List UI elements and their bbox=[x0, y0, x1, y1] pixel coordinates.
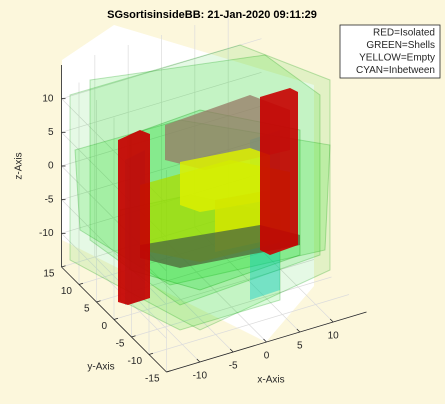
y-tick-label: -15 bbox=[145, 374, 160, 385]
x-tick bbox=[196, 358, 201, 363]
legend-entry: YELLOW=Empty bbox=[359, 53, 435, 64]
z-tick-label: -5 bbox=[45, 194, 54, 205]
y-tick bbox=[113, 317, 119, 320]
y-tick-label: -5 bbox=[116, 339, 125, 350]
grid-line bbox=[61, 38, 262, 100]
grid-line bbox=[148, 294, 350, 355]
x-tick-label: 0 bbox=[264, 351, 270, 362]
legend-box bbox=[339, 24, 441, 79]
legend-entry: RED=Isolated bbox=[373, 28, 435, 39]
z-tick-label: 5 bbox=[48, 127, 54, 138]
isolated-box bbox=[260, 88, 298, 255]
boxes bbox=[69, 44, 331, 331]
y-tick-label: 5 bbox=[84, 304, 90, 315]
x-tick-label: 5 bbox=[297, 341, 303, 352]
chart-title: SGsortisinsideBB: 21-Jan-2020 09:11:29 bbox=[107, 9, 317, 21]
x-axis-label: x-Axis bbox=[257, 375, 284, 386]
z-tick-label: 0 bbox=[48, 161, 54, 172]
y-tick bbox=[131, 335, 136, 338]
grid-line bbox=[113, 259, 315, 320]
grid-line bbox=[131, 276, 332, 338]
x-tick-label: -10 bbox=[193, 371, 208, 382]
x-tick-label: 10 bbox=[328, 331, 340, 342]
y-tick bbox=[166, 370, 171, 373]
y-tick bbox=[61, 265, 66, 268]
x-tick bbox=[329, 318, 334, 323]
y-tick bbox=[148, 352, 154, 355]
x-tick-label: -5 bbox=[229, 361, 238, 372]
z-tick-label: 10 bbox=[42, 93, 54, 104]
x-tick bbox=[229, 348, 234, 353]
z-tick-label: -10 bbox=[39, 228, 54, 239]
grid-line bbox=[61, 71, 262, 133]
grid-line bbox=[61, 233, 167, 339]
y-tick-label: 15 bbox=[43, 269, 55, 280]
x-tick bbox=[263, 338, 267, 343]
legend-entry: CYAN=Inbetween bbox=[356, 65, 435, 76]
y-tick-label: 0 bbox=[101, 321, 107, 332]
z-axis-label: z-Axis bbox=[14, 152, 25, 179]
y-tick-label: 10 bbox=[61, 286, 73, 297]
y-tick-label: -10 bbox=[128, 356, 143, 367]
y-tick bbox=[96, 300, 101, 303]
y-axis-label: y-Axis bbox=[87, 362, 114, 373]
y-tick bbox=[78, 282, 84, 285]
x-tick bbox=[296, 328, 301, 333]
legend-entry: GREEN=Shells bbox=[366, 40, 435, 51]
isolated-box bbox=[118, 130, 150, 305]
